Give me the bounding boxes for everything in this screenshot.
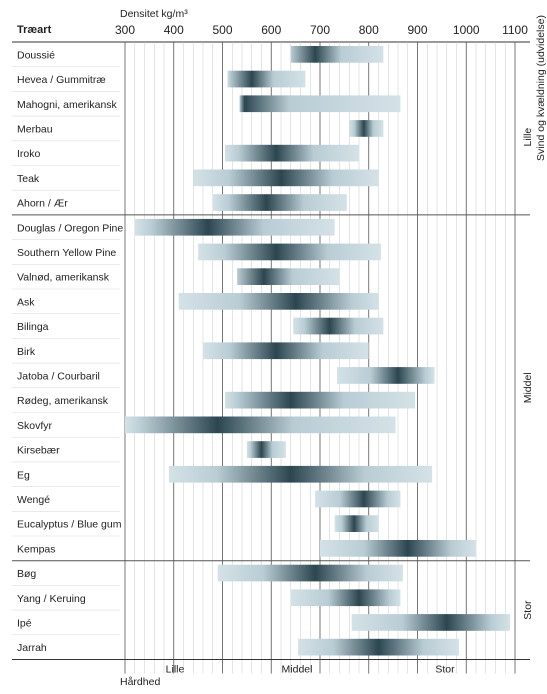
bottom-hardness-label: Lille: [166, 664, 185, 676]
range-bar: [225, 145, 359, 162]
range-bar: [298, 639, 459, 656]
bottom-axis-title: Hårdhed: [120, 676, 160, 688]
species-label: Wengé: [17, 494, 50, 506]
species-label: Bøg: [17, 568, 36, 580]
range-bar: [218, 565, 403, 582]
species-label: Birk: [17, 346, 36, 358]
range-bar: [135, 219, 335, 236]
range-bar: [203, 342, 369, 359]
species-label: Kempas: [17, 543, 56, 555]
species-label: Jarrah: [17, 642, 47, 654]
species-label: Ask: [17, 296, 35, 308]
x-tick-label: 300: [115, 23, 135, 37]
x-axis-title: Densitet kg/m³: [120, 8, 188, 20]
range-bar: [337, 367, 435, 384]
species-label: Southern Yellow Pine: [17, 247, 116, 259]
range-bar: [240, 95, 401, 112]
species-label: Douglas / Oregon Pine: [17, 222, 123, 234]
species-label: Kirsebær: [17, 445, 60, 457]
x-tick-label: 400: [164, 23, 184, 37]
x-tick-label: 700: [310, 23, 330, 37]
range-bar: [335, 515, 379, 532]
range-bar: [125, 417, 396, 434]
species-label: Valnød, amerikansk: [17, 272, 110, 284]
range-bar: [227, 71, 305, 88]
bottom-hardness-label: Stor: [435, 664, 455, 676]
range-bar: [193, 170, 378, 187]
species-label: Doussié: [17, 49, 55, 61]
species-label: Ahorn / Ær: [17, 198, 68, 210]
right-axis-title: Svind og kvældning (udvidelse): [535, 15, 547, 161]
species-label: Eucalyptus / Blue gum: [17, 519, 122, 531]
species-label: Skovfyr: [17, 420, 53, 432]
right-group-label: Middel: [522, 372, 534, 403]
x-tick-label: 500: [212, 23, 232, 37]
species-label: Iroko: [17, 148, 41, 160]
range-bar: [225, 392, 415, 409]
x-tick-label: 600: [261, 23, 281, 37]
species-label: Teak: [17, 173, 40, 185]
species-label: Bilinga: [17, 321, 49, 333]
x-tick-label: 900: [407, 23, 427, 37]
range-bar: [315, 491, 400, 508]
species-label: Yang / Keruing: [17, 593, 86, 605]
range-bar: [352, 614, 510, 631]
species-label: Hevea / Gummitræ: [17, 74, 106, 86]
species-label: Mahogni, amerikansk: [17, 99, 118, 111]
x-tick-label: 1100: [502, 23, 528, 37]
species-label: Merbau: [17, 123, 53, 135]
bottom-hardness-label: Middel: [282, 664, 313, 676]
range-bar: [179, 293, 379, 310]
species-label: Eg: [17, 469, 30, 481]
range-bar: [213, 194, 347, 211]
range-bar: [349, 120, 383, 137]
species-label: Jatoba / Courbaril: [17, 370, 100, 382]
x-tick-label: 1000: [453, 23, 480, 37]
range-bar: [291, 46, 384, 63]
right-group-label: Lille: [522, 128, 534, 147]
range-bar: [320, 540, 476, 557]
x-tick-label: 800: [359, 23, 379, 37]
species-label: Ipé: [17, 617, 32, 629]
range-bar: [169, 466, 432, 483]
range-bar: [291, 589, 401, 606]
species-label: Rødeg, amerikansk: [17, 395, 109, 407]
range-bar: [198, 244, 381, 261]
range-bar: [247, 441, 286, 458]
right-group-label: Stor: [522, 600, 534, 620]
range-bar: [237, 268, 339, 285]
y-header: Træart: [17, 24, 52, 36]
range-bar: [293, 318, 383, 335]
